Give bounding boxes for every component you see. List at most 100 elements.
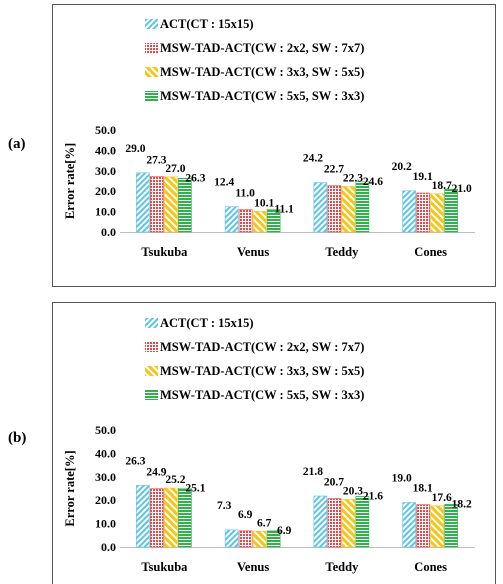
bar (266, 209, 281, 233)
data-label: 20.2 (392, 161, 412, 173)
bar (341, 186, 356, 233)
bar (402, 502, 416, 548)
legend-label: MSW-TAD-ACT(CW : 5x5, SW : 3x3) (160, 89, 364, 103)
legend-label: MSW-TAD-ACT(CW : 3x3, SW : 5x5) (160, 65, 364, 79)
legend-label: MSW-TAD-ACT(CW : 3x3, SW : 5x5) (160, 364, 364, 378)
y-tick-label: 20.0 (95, 493, 116, 507)
x-category-label: Venus (237, 560, 269, 574)
bar (238, 530, 253, 548)
legend-swatch (145, 67, 158, 77)
bar (416, 192, 430, 233)
bar (178, 487, 192, 548)
x-category-label: Cones (414, 245, 447, 259)
bar (136, 485, 150, 548)
x-category-label: Tsukuba (141, 560, 188, 574)
bar (238, 209, 253, 233)
data-label: 25.2 (165, 474, 185, 486)
y-tick-label: 0.0 (101, 225, 116, 239)
x-category-label: Cones (414, 560, 447, 574)
legend-swatch (145, 366, 158, 376)
data-label: 10.1 (254, 197, 274, 209)
bar (164, 176, 178, 233)
data-label: 19.1 (413, 171, 433, 183)
data-label: 18.1 (413, 483, 433, 495)
legend-label: MSW-TAD-ACT(CW : 2x2, SW : 7x7) (160, 340, 364, 354)
data-label: 11.0 (235, 188, 255, 200)
data-label: 22.7 (324, 164, 344, 176)
bar (430, 193, 444, 233)
bar (444, 504, 458, 548)
y-tick-label: 40.0 (95, 446, 116, 460)
y-tick-label: 40.0 (95, 143, 116, 157)
chart-b: ACT(CT : 15x15) MSW-TAD-ACT(CW : 2x2, SW … (52, 302, 496, 584)
legend-label: ACT(CT : 15x15) (160, 316, 254, 330)
data-label: 18.7 (432, 180, 452, 192)
y-tick-label: 0.0 (101, 540, 116, 554)
y-tick-label: 10.0 (95, 205, 116, 219)
legend-label: ACT(CT : 15x15) (160, 17, 254, 31)
bar (327, 498, 342, 548)
legend-swatch (145, 43, 158, 53)
y-axis-label: Error rate[%] (63, 450, 77, 526)
data-label: 29.0 (125, 143, 145, 155)
chart-frame (52, 4, 496, 287)
bar (444, 188, 458, 233)
bar (252, 211, 267, 233)
legend-swatch (145, 91, 158, 101)
legend-label: MSW-TAD-ACT(CW : 2x2, SW : 7x7) (160, 41, 364, 55)
legend-swatch (145, 19, 158, 29)
bar (327, 185, 342, 233)
bar (224, 206, 239, 233)
bar (313, 495, 328, 548)
y-tick-label: 50.0 (95, 423, 116, 437)
bar (164, 487, 178, 548)
data-label: 7.3 (217, 500, 232, 512)
bar (150, 176, 164, 233)
data-label: 21.0 (452, 183, 472, 195)
data-label: 11.1 (274, 203, 294, 215)
data-label: 20.3 (343, 485, 363, 497)
y-tick-label: 30.0 (95, 164, 116, 178)
x-category-label: Tsukuba (141, 245, 188, 259)
data-label: 12.4 (214, 177, 234, 189)
data-label: 24.6 (363, 176, 383, 188)
bar (224, 529, 239, 548)
data-label: 19.0 (392, 473, 412, 485)
panel-label-a: (a) (8, 136, 26, 152)
panel-label-b: (b) (8, 430, 27, 446)
data-label: 24.2 (303, 153, 323, 165)
data-label: 6.9 (238, 509, 253, 521)
bar (355, 496, 370, 548)
data-label: 21.8 (303, 466, 323, 478)
bar (252, 531, 267, 548)
data-label: 26.3 (125, 455, 145, 467)
data-label: 22.3 (343, 173, 363, 185)
x-category-label: Venus (237, 245, 269, 259)
legend-swatch (145, 342, 158, 352)
chart-frame (52, 302, 496, 584)
data-label: 27.3 (146, 154, 166, 166)
y-tick-label: 50.0 (95, 123, 116, 137)
legend-swatch (145, 390, 158, 400)
data-label: 20.7 (324, 477, 344, 489)
data-label: 6.7 (257, 517, 272, 529)
data-label: 24.9 (146, 467, 166, 479)
data-label: 17.6 (432, 492, 452, 504)
bar (341, 499, 356, 548)
bar (313, 182, 328, 233)
legend-swatch (145, 318, 158, 328)
bar (150, 488, 164, 548)
x-category-label: Teddy (325, 560, 359, 574)
data-label: 26.3 (185, 172, 205, 184)
data-label: 25.1 (185, 482, 205, 494)
bar (430, 505, 444, 548)
data-label: 6.9 (277, 525, 292, 537)
y-axis-label: Error rate[%] (63, 143, 77, 219)
bar (136, 172, 150, 233)
bar (402, 190, 416, 233)
y-tick-label: 20.0 (95, 184, 116, 198)
bar (355, 181, 370, 233)
bar (178, 178, 192, 233)
y-tick-label: 30.0 (95, 470, 116, 484)
